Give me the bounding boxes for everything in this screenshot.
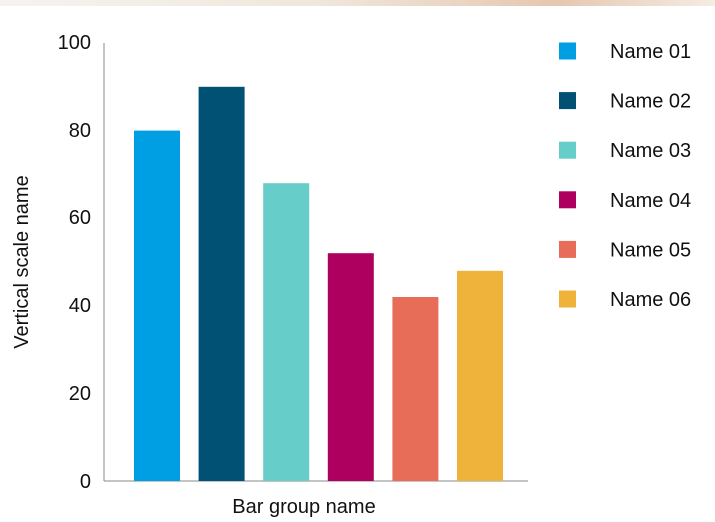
bar-06	[457, 270, 503, 481]
x-axis-label: Bar group name	[232, 496, 375, 518]
legend-label-04: Name 04	[610, 190, 691, 212]
y-tick-label: 80	[69, 120, 91, 142]
y-tick-label: 40	[69, 295, 91, 317]
legend-label-03: Name 03	[610, 140, 691, 162]
bar-02	[198, 86, 245, 482]
legend-swatch-06	[559, 290, 576, 308]
y-tick-label: 0	[80, 471, 91, 493]
y-tick-labels: 0 20 40 60 80 100	[58, 32, 91, 493]
legend: Name 01 Name 02 Name 03 Name 04 Name 05 Name …	[559, 41, 691, 311]
legend-label-05: Name 05	[610, 239, 691, 261]
y-axis-label: Vertical scale name	[11, 175, 33, 348]
legend-swatch-02	[559, 92, 576, 110]
bars-group	[134, 86, 503, 482]
legend-swatch-03	[559, 141, 576, 159]
bar-01	[134, 130, 180, 481]
y-tick-label: 20	[69, 383, 91, 405]
bar-05	[392, 297, 439, 481]
bar-04	[327, 253, 374, 481]
legend-label-01: Name 01	[610, 41, 691, 63]
legend-swatch-05	[559, 240, 576, 258]
y-tick-label: 100	[58, 32, 91, 54]
legend-swatch-04	[559, 191, 576, 209]
y-tick-label: 60	[69, 207, 91, 229]
top-decorative-strip	[0, 0, 715, 6]
bar-03	[263, 183, 310, 481]
legend-label-06: Name 06	[610, 289, 691, 311]
legend-label-02: Name 02	[610, 91, 691, 113]
legend-swatch-01	[559, 42, 576, 60]
